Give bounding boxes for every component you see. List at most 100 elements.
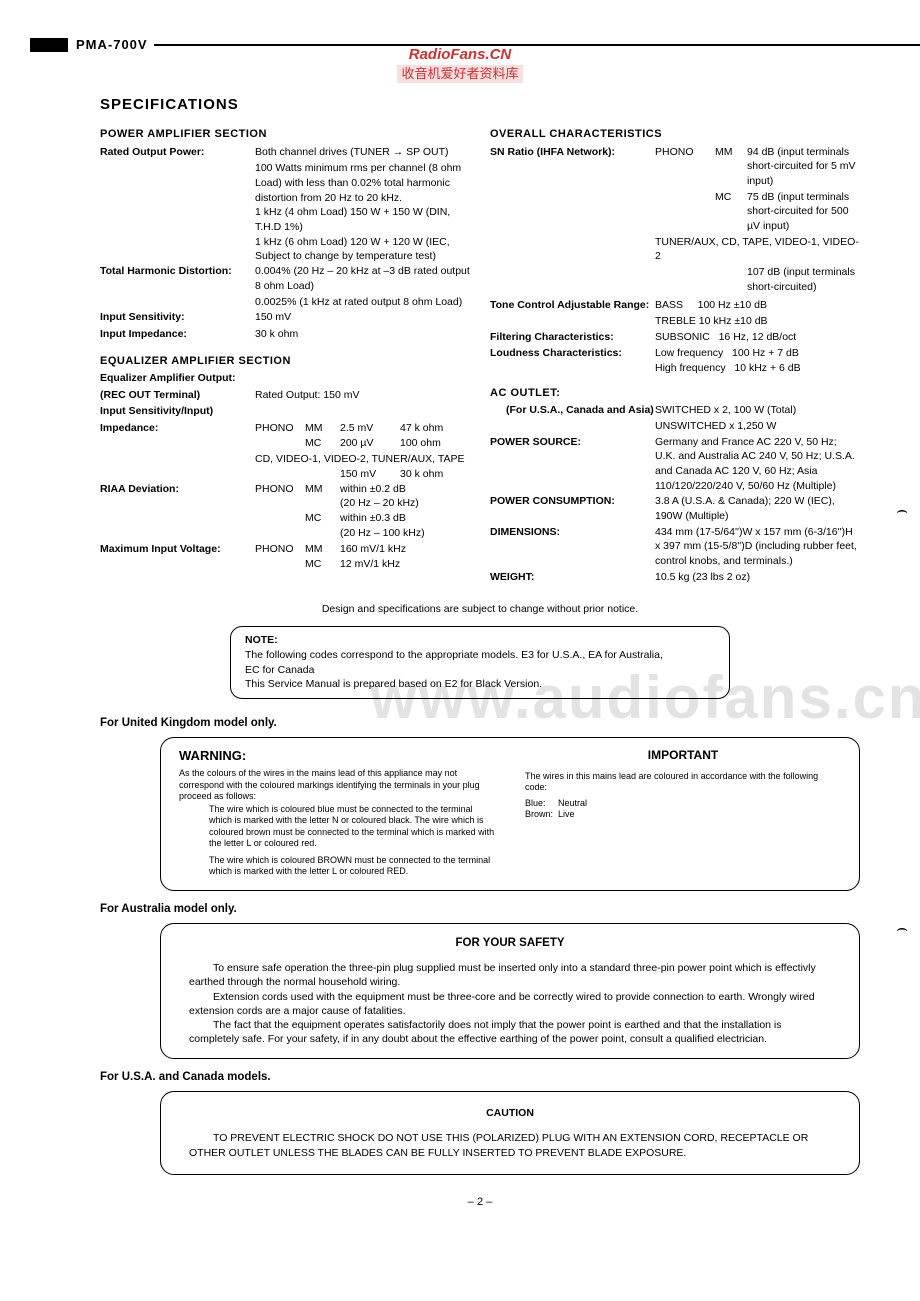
tone-treble: TREBLE 10 kHz ±10 dB <box>655 314 768 329</box>
imp-r0-c1: PHONO <box>255 421 305 436</box>
warn-text1: As the colours of the wires in the mains… <box>179 768 495 802</box>
aus-p3: The fact that the equipment operates sat… <box>189 1018 831 1046</box>
left-column: POWER AMPLIFIER SECTION Rated Output Pow… <box>100 121 470 585</box>
watermark-top: RadioFans.CN 收音机爱好者资料库 <box>0 44 920 83</box>
right-column: OVERALL CHARACTERISTICS SN Ratio (IHFA N… <box>490 121 860 585</box>
riaa-r1-c3: (20 Hz – 20 kHz) <box>340 496 470 511</box>
imp-r1-c1 <box>255 436 305 451</box>
page-number: – 2 – <box>100 1195 860 1210</box>
riaa-r3-c3: (20 Hz – 100 kHz) <box>340 526 470 541</box>
imp-line2: CD, VIDEO-1, VIDEO-2, TUNER/AUX, TAPE <box>100 452 470 467</box>
riaa-r2-c3: within ±0.3 dB <box>340 511 470 526</box>
riaa-r0-c2: MM <box>305 482 340 497</box>
overall-header: OVERALL CHARACTERISTICS <box>490 127 860 142</box>
dim-label: DIMENSIONS: <box>490 525 655 569</box>
aus-region-label: For Australia model only. <box>100 901 860 917</box>
aus-p1: To ensure safe operation the three-pin p… <box>189 961 831 989</box>
ac-outlet-sub: (For U.S.A., Canada and Asia) <box>490 403 655 418</box>
maxv-r1-c3: 12 mV/1 kHz <box>340 557 470 572</box>
riaa-r0-c3: within ±0.2 dB <box>340 482 470 497</box>
imp-text1: The wires in this mains lead are coloure… <box>525 771 841 794</box>
ac-outlet-label: AC OUTLET: <box>490 386 860 401</box>
sn-r1-c2: MC <box>715 190 747 234</box>
impedance-label: Impedance: <box>100 421 255 450</box>
spec-columns: POWER AMPLIFIER SECTION Rated Output Pow… <box>100 121 860 585</box>
content: SPECIFICATIONS POWER AMPLIFIER SECTION R… <box>0 54 920 1231</box>
tone-label: Tone Control Adjustable Range: <box>490 298 655 313</box>
input-imp-val: 30 k ohm <box>255 327 470 342</box>
imp-line3-c3: 150 mV <box>340 467 400 482</box>
power-src-val: Germany and France AC 220 V, 50 Hz; U.K.… <box>655 435 860 494</box>
usa-caution-box: CAUTION TO PREVENT ELECTRIC SHOCK DO NOT… <box>160 1091 860 1175</box>
riaa-r0-c1: PHONO <box>255 482 305 497</box>
safety-title: FOR YOUR SAFETY <box>189 936 831 952</box>
maxv-r0-c2: MM <box>305 542 340 557</box>
sn-r0-c1: PHONO <box>655 145 715 189</box>
rated-output-val-0: Both channel drives (TUNER → SP OUT) <box>255 145 470 160</box>
eq-out-label: Equalizer Amplifier Output: <box>100 371 255 386</box>
rated-output-val-3: 1 kHz (6 ohm Load) 120 W + 120 W (IEC, S… <box>100 235 470 264</box>
rec-out-val: Rated Output: 150 mV <box>255 388 470 403</box>
input-sens-label: Input Sensitivity: <box>100 310 255 325</box>
sn-tuner-val: 107 dB (input terminals short-circuited) <box>747 265 860 294</box>
rec-out-label: (REC OUT Terminal) <box>100 388 255 403</box>
note-text: The following codes correspond to the ap… <box>245 648 665 692</box>
thd-label: Total Harmonic Distortion: <box>100 264 255 293</box>
rated-output-val-1: 100 Watts minimum rms per channel (8 ohm… <box>100 161 470 205</box>
maxv-r1-c2: MC <box>305 557 340 572</box>
maxv-r0-c3: 160 mV/1 kHz <box>340 542 470 557</box>
thd-val-0: 0.004% (20 Hz – 20 kHz at –3 dB rated ou… <box>255 264 470 293</box>
imp-r1-c3: 200 µV <box>340 436 400 451</box>
imp-r1-c2: MC <box>305 436 340 451</box>
note-label: NOTE: <box>245 633 295 648</box>
eq-section-header: EQUALIZER AMPLIFIER SECTION <box>100 354 470 369</box>
input-sens-val: 150 mV <box>255 310 470 325</box>
usa-region-label: For U.S.A. and Canada models. <box>100 1069 860 1085</box>
dim-val: 434 mm (17-5/64'')W x 157 mm (6-3/16'')H… <box>655 525 860 569</box>
imp-r0-c4: 47 k ohm <box>400 421 470 436</box>
power-section-header: POWER AMPLIFIER SECTION <box>100 127 470 142</box>
spec-title: SPECIFICATIONS <box>100 94 860 115</box>
uk-region-label: For United Kingdom model only. <box>100 715 860 731</box>
sn-tuner: TUNER/AUX, CD, TAPE, VIDEO-1, VIDEO-2 <box>655 235 860 264</box>
sn-r1-c3: 75 dB (input terminals short-circuited f… <box>747 190 860 234</box>
caution-title: CAUTION <box>189 1106 831 1121</box>
input-imp-label: Input Impedance: <box>100 327 255 342</box>
imp-r1-c4: 100 ohm <box>400 436 470 451</box>
imp-line3-c4: 30 k ohm <box>400 467 470 482</box>
watermark-line1: RadioFans.CN <box>0 44 920 65</box>
weight-label: WEIGHT: <box>490 570 655 585</box>
loud-val2: High frequency 10 kHz + 6 dB <box>655 361 801 376</box>
input-sens2-label: Input Sensitivity/Input) <box>100 404 255 419</box>
thd-val-1: 0.0025% (1 kHz at rated output 8 ohm Loa… <box>100 295 470 310</box>
weight-val: 10.5 kg (23 lbs 2 oz) <box>655 570 750 585</box>
warn-text3: The wire which is coloured BROWN must be… <box>179 855 495 878</box>
aus-p2: Extension cords used with the equipment … <box>189 990 831 1018</box>
loud-val1: Low frequency 100 Hz + 7 dB <box>655 346 799 361</box>
imp-text2: Blue: Neutral Brown: Live <box>525 798 841 821</box>
uk-warning-box: WARNING: As the colours of the wires in … <box>160 737 860 891</box>
imp-r0-c3: 2.5 mV <box>340 421 400 436</box>
filter-label: Filtering Characteristics: <box>490 330 655 345</box>
usa-text: TO PREVENT ELECTRIC SHOCK DO NOT USE THI… <box>189 1131 831 1160</box>
sn-r0-c2: MM <box>715 145 747 189</box>
warn-text2: The wire which is coloured blue must be … <box>179 804 495 849</box>
power-cons-label: POWER CONSUMPTION: <box>490 494 655 523</box>
rated-output-label: Rated Output Power: <box>100 145 255 160</box>
sn-label: SN Ratio (IHFA Network): <box>490 145 655 189</box>
power-cons-val: 3.8 A (U.S.A. & Canada); 220 W (IEC), 19… <box>655 494 860 523</box>
sn-r0-c3: 94 dB (input terminals short-circuited f… <box>747 145 860 189</box>
riaa-r2-c2: MC <box>305 511 340 526</box>
loud-label: Loudness Characteristics: <box>490 346 655 361</box>
note-box: NOTE: The following codes correspond to … <box>230 626 730 699</box>
ac-val2: UNSWITCHED x 1,250 W <box>655 419 776 434</box>
warning-title: WARNING: <box>179 748 495 764</box>
important-title: IMPORTANT <box>525 748 841 763</box>
ac-val1: SWITCHED x 2, 100 W (Total) <box>655 403 796 418</box>
rated-output-val-2: 1 kHz (4 ohm Load) 150 W + 150 W (DIN, T… <box>100 205 470 234</box>
maxv-label: Maximum Input Voltage: <box>100 542 255 571</box>
filter-val: SUBSONIC 16 Hz, 12 dB/oct <box>655 330 796 345</box>
aus-safety-box: FOR YOUR SAFETY To ensure safe operation… <box>160 923 860 1060</box>
design-note: Design and specifications are subject to… <box>100 602 860 617</box>
power-src-label: POWER SOURCE: <box>490 435 655 494</box>
